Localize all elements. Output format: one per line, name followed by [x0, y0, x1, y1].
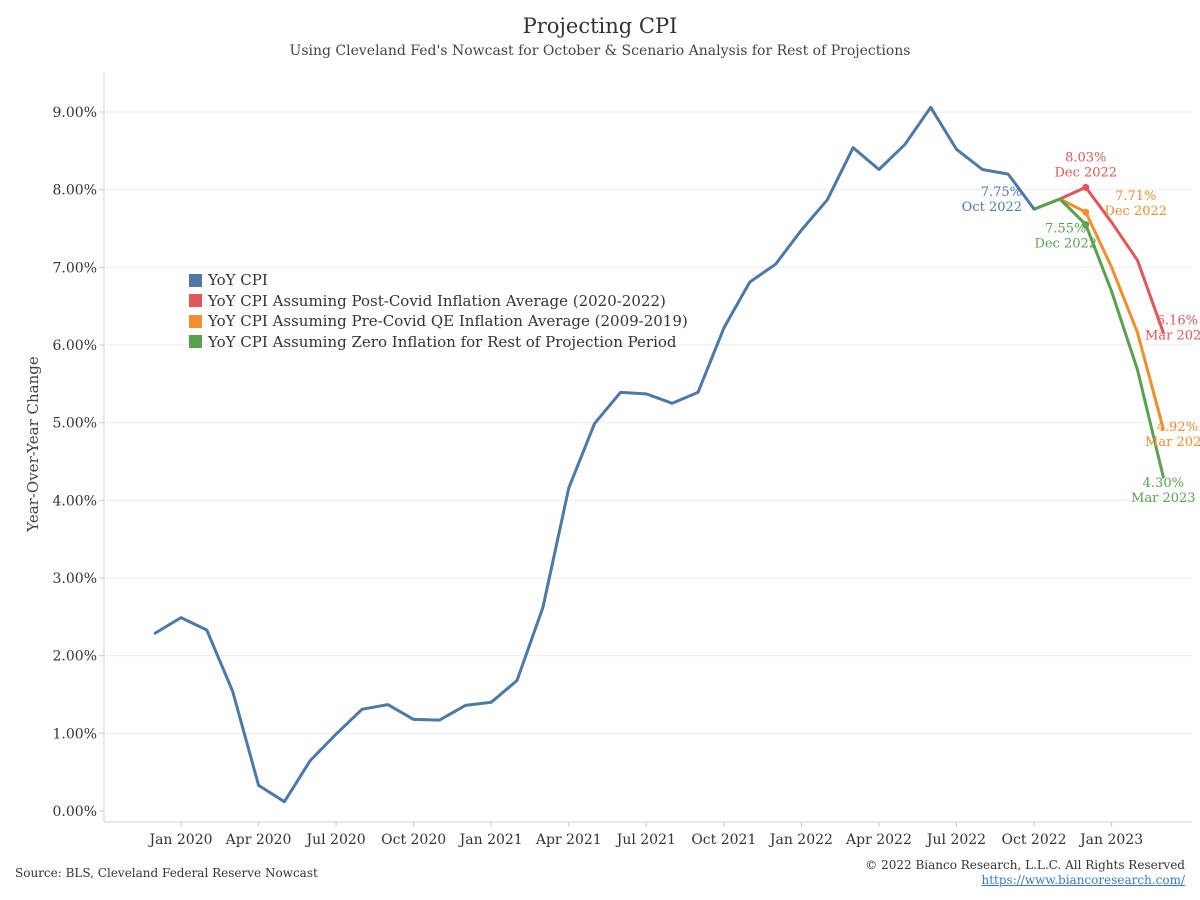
line-zero-inflation — [1032, 197, 1165, 479]
zero-dec-annotation-date: Dec 2022 — [1034, 237, 1097, 252]
x-tick-label: Jul 2022 — [925, 832, 986, 848]
legend-label-pre-covid-qe: YoY CPI Assuming Pre-Covid QE Inflation … — [208, 312, 688, 331]
legend-label-post-covid: YoY CPI Assuming Post-Covid Inflation Av… — [208, 291, 666, 310]
legend-label-yoy-cpi: YoY CPI — [208, 271, 268, 290]
legend-label-zero-inflation: YoY CPI Assuming Zero Inflation for Rest… — [208, 332, 677, 351]
legend-item-post-covid[interactable]: YoY CPI Assuming Post-Covid Inflation Av… — [189, 291, 688, 312]
x-tick-label: Apr 2020 — [225, 832, 292, 848]
y-tick-label: 5.00% — [53, 416, 97, 432]
x-tick-label: Jul 2020 — [305, 832, 366, 848]
x-tick-label: Apr 2021 — [535, 832, 602, 848]
oct-2022-annotation-value: 7.75% — [981, 185, 1022, 200]
pre-covid-dec-annotation-value: 7.71% — [1115, 189, 1156, 204]
y-tick-label: 8.00% — [53, 183, 97, 199]
copyright-text: © 2022 Bianco Research, L.L.C. All Right… — [865, 858, 1185, 872]
x-tick-label: Oct 2021 — [691, 832, 756, 848]
zero-mar-annotation-date: Mar 2023 — [1131, 491, 1196, 506]
y-tick-label: 6.00% — [53, 338, 97, 354]
x-tick-label: Oct 2022 — [1002, 832, 1067, 848]
x-tick-label: Jan 2022 — [768, 832, 833, 848]
legend-swatch-post-covid — [189, 294, 202, 308]
annotation-marker — [1082, 208, 1090, 216]
oct-2022-annotation-date: Oct 2022 — [962, 200, 1022, 215]
zero-mar-annotation-value: 4.30% — [1143, 476, 1184, 491]
annotation-marker — [1082, 221, 1090, 229]
y-tick-label: 2.00% — [53, 649, 97, 665]
post-covid-mar-annotation-value: 6.16% — [1157, 314, 1198, 329]
zero-dec-annotation-value: 7.55% — [1045, 222, 1086, 237]
y-tick-label: 4.00% — [53, 493, 97, 509]
website-link[interactable]: https://www.biancoresearch.com/ — [981, 873, 1185, 887]
legend-item-yoy-cpi[interactable]: YoY CPI — [189, 270, 688, 291]
legend: YoY CPI YoY CPI Assuming Post-Covid Infl… — [189, 270, 688, 352]
legend-swatch-zero-inflation — [189, 335, 202, 349]
copyright-block: © 2022 Bianco Research, L.L.C. All Right… — [865, 858, 1185, 887]
legend-item-pre-covid-qe[interactable]: YoY CPI Assuming Pre-Covid QE Inflation … — [189, 311, 688, 332]
y-tick-label: 1.00% — [53, 726, 97, 742]
x-tick-label: Jan 2023 — [1078, 832, 1143, 848]
x-tick-label: Apr 2022 — [845, 832, 912, 848]
legend-item-zero-inflation[interactable]: YoY CPI Assuming Zero Inflation for Rest… — [189, 332, 688, 353]
post-covid-dec-annotation-value: 8.03% — [1065, 150, 1106, 165]
line-yoy-cpi — [153, 105, 1036, 804]
y-tick-label: 0.00% — [53, 804, 97, 820]
pre-covid-mar-annotation-date: Mar 2023 — [1145, 435, 1200, 450]
x-tick-label: Jul 2021 — [615, 832, 676, 848]
source-note: Source: BLS, Cleveland Federal Reserve N… — [15, 866, 318, 880]
legend-swatch-yoy-cpi — [189, 273, 202, 287]
x-tick-label: Jan 2020 — [147, 832, 212, 848]
x-tick-label: Jan 2021 — [458, 832, 523, 848]
pre-covid-mar-annotation-value: 4.92% — [1157, 420, 1198, 435]
legend-swatch-pre-covid-qe — [189, 314, 202, 328]
y-tick-label: 7.00% — [53, 260, 97, 276]
pre-covid-dec-annotation-date: Dec 2022 — [1104, 204, 1167, 219]
y-tick-label: 3.00% — [53, 571, 97, 587]
chart-subtitle: Using Cleveland Fed's Nowcast for Octobe… — [289, 43, 911, 59]
post-covid-dec-annotation-date: Dec 2022 — [1054, 165, 1117, 180]
x-tick-label: Oct 2020 — [381, 832, 446, 848]
post-covid-mar-annotation-date: Mar 2023 — [1145, 329, 1200, 344]
annotation-marker — [1082, 183, 1090, 191]
y-tick-label: 9.00% — [53, 105, 97, 121]
chart-title: Projecting CPI — [522, 14, 678, 38]
